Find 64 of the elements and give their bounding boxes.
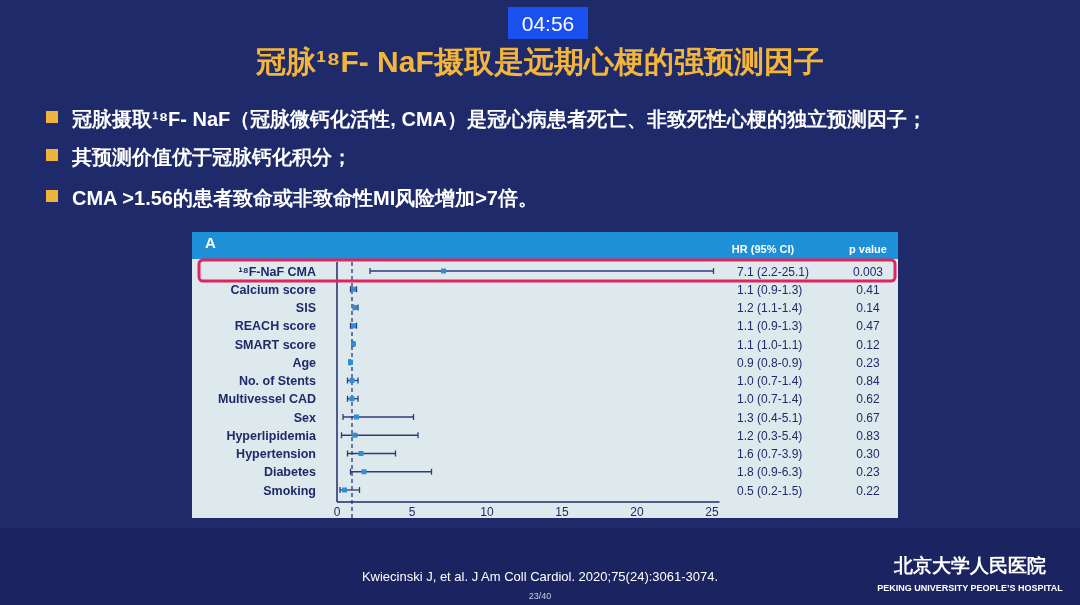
y-tick-label: Hyperlipidemia	[226, 428, 318, 443]
y-tick-label: Age	[292, 355, 317, 370]
text: 0.83	[856, 428, 880, 443]
text: 0.9 (0.8-0.9)	[737, 355, 803, 370]
y-tick-label: Hypertension	[236, 447, 316, 461]
text: 1.3 (0.4-5.1)	[737, 410, 803, 425]
chart-title: 冠脉¹⁸F- NaF摄取是远期心梗的强预测因子	[255, 45, 824, 78]
text: Kwiecinski J, et al. J Am Coll Cardiol. 2020;75(24):3061-3074.	[361, 569, 719, 584]
text: 0.23	[856, 465, 880, 480]
text: 0.67	[856, 410, 880, 425]
text: 1.1 (0.9-1.3)	[737, 319, 803, 334]
x-tick-label: 20	[630, 505, 644, 519]
text: 北京大学人民医院	[893, 554, 1046, 576]
point	[349, 378, 355, 383]
text: CMA >1.56的患者致命或非致命性MI风险增加>7倍。	[72, 187, 538, 209]
y-tick-label: SIS	[295, 301, 316, 315]
y-tick-label: No. of Stents	[238, 374, 317, 388]
text: 1.6 (0.7-3.9)	[737, 447, 803, 461]
text: 1.0 (0.7-1.4)	[737, 374, 803, 388]
y-tick-label: REACH score	[234, 319, 317, 334]
text: 0.30	[856, 447, 880, 461]
point	[441, 268, 446, 274]
text: 0.23	[856, 355, 880, 370]
text: 1.1 (1.0-1.1)	[737, 337, 803, 352]
text: 0.22	[856, 483, 880, 498]
y-tick-label: Sex	[293, 410, 317, 425]
text: 0.14	[856, 301, 880, 315]
text: 0.5 (0.2-1.5)	[737, 483, 803, 498]
text: 1.0 (0.7-1.4)	[737, 392, 803, 407]
x-tick-label: 10	[480, 505, 494, 519]
y-tick-label: Multivessel CAD	[218, 392, 316, 407]
point	[349, 396, 355, 402]
text: 7.1 (2.2-25.1)	[737, 264, 810, 279]
x-tick-label: 5	[408, 505, 416, 519]
text: PEKING UNIVERSITY PEOPLE’S HOSPITAL	[877, 583, 1064, 593]
text: 其预测价值优于冠脉钙化积分；	[71, 146, 352, 168]
y-tick-label: ¹⁸F-NaF CMA	[238, 264, 316, 279]
text: 1.8 (0.9-6.3)	[737, 465, 803, 480]
text: 0.62	[856, 392, 880, 407]
y-tick-label: Calcium score	[230, 282, 317, 297]
x-tick-label: 0	[333, 505, 341, 519]
text: 04:56	[521, 12, 575, 35]
text: 0.003	[852, 264, 884, 279]
text: p value	[849, 243, 887, 255]
text: 0.84	[856, 374, 880, 388]
y-tick-label: Smoking	[263, 483, 316, 498]
y-tick-label: SMART score	[234, 337, 317, 352]
x-tick-label: 15	[555, 505, 569, 519]
text: 冠脉摄取¹⁸F- NaF（冠脉微钙化活性, CMA）是冠心病患者死亡、非致死性心梗的独立预测因子；	[71, 108, 927, 130]
text: 1.2 (1.1-1.4)	[737, 301, 803, 315]
x-tick-label: 25	[705, 505, 719, 519]
text: 1.2 (0.3-5.4)	[737, 428, 803, 443]
text: A	[205, 234, 216, 251]
text: 0.41	[856, 282, 880, 297]
text: 0.12	[856, 337, 880, 352]
text: HR (95% CI)	[731, 243, 795, 255]
point	[354, 414, 359, 420]
point	[352, 432, 358, 438]
y-tick-label: Diabetes	[263, 465, 317, 480]
text: 0.47	[856, 319, 880, 334]
point	[361, 469, 367, 475]
text: 23/40	[528, 591, 552, 601]
point	[358, 451, 364, 456]
text: 1.1 (0.9-1.3)	[737, 282, 803, 297]
